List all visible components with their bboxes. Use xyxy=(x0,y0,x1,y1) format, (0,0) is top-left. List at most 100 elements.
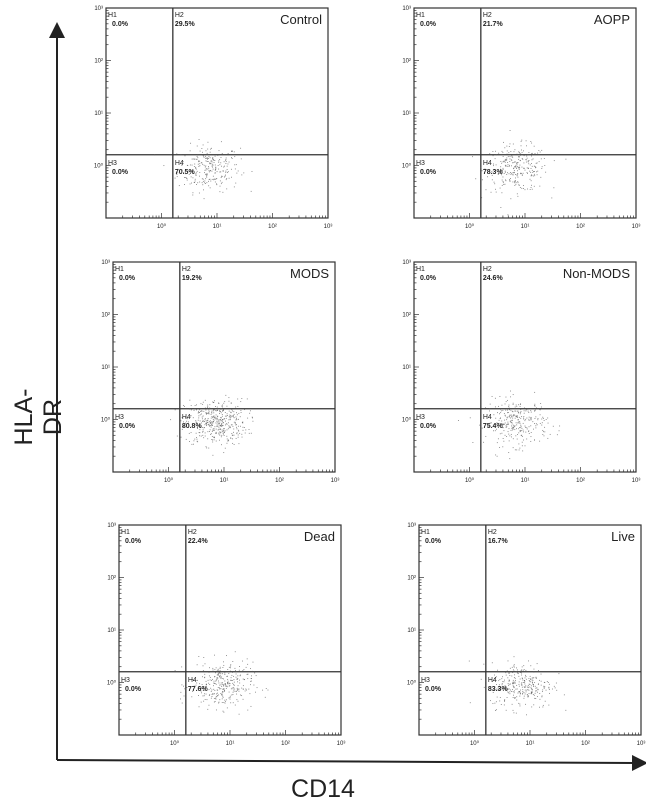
event-point xyxy=(203,198,205,200)
event-point xyxy=(526,173,528,174)
event-point xyxy=(202,421,204,422)
event-point xyxy=(516,193,518,195)
event-point xyxy=(475,178,477,180)
event-point xyxy=(206,447,208,449)
event-point xyxy=(518,702,520,704)
event-point xyxy=(243,427,245,428)
event-point xyxy=(219,180,221,182)
event-point xyxy=(222,431,224,432)
event-point xyxy=(539,408,541,410)
event-point xyxy=(521,166,523,168)
event-point xyxy=(519,692,521,694)
event-point xyxy=(509,180,511,181)
event-point xyxy=(213,688,215,690)
event-point xyxy=(213,410,214,412)
event-point xyxy=(181,163,183,165)
event-point xyxy=(511,425,512,427)
event-point xyxy=(211,165,213,167)
event-point xyxy=(206,425,208,427)
event-point xyxy=(519,160,521,162)
event-point xyxy=(517,410,519,412)
event-point xyxy=(530,425,532,427)
event-point xyxy=(215,680,217,682)
event-point xyxy=(520,427,522,429)
event-point xyxy=(518,691,520,693)
event-point xyxy=(542,417,544,419)
event-point xyxy=(548,689,550,691)
event-point xyxy=(495,710,496,712)
event-point xyxy=(516,684,518,686)
event-point xyxy=(221,175,223,177)
event-point xyxy=(503,681,505,683)
event-point xyxy=(520,683,522,685)
event-point xyxy=(203,700,205,702)
event-point xyxy=(469,702,471,704)
event-point xyxy=(206,152,208,154)
event-point xyxy=(515,712,517,714)
event-point xyxy=(233,434,235,436)
event-point xyxy=(216,425,218,427)
event-point xyxy=(504,415,506,417)
event-point xyxy=(525,703,527,705)
event-point xyxy=(542,434,544,435)
event-point xyxy=(230,664,232,666)
event-point xyxy=(495,454,497,456)
event-point xyxy=(522,172,524,174)
event-point xyxy=(205,183,206,185)
event-point xyxy=(505,674,507,676)
event-point xyxy=(528,683,530,685)
event-point xyxy=(525,669,527,671)
event-point xyxy=(224,412,226,414)
event-point xyxy=(511,675,513,677)
event-point xyxy=(228,427,230,429)
event-point xyxy=(522,150,524,152)
event-point xyxy=(509,691,511,693)
event-point xyxy=(511,666,513,668)
event-point xyxy=(181,416,183,418)
event-point xyxy=(502,446,504,448)
event-point xyxy=(500,170,502,172)
event-point xyxy=(518,155,520,157)
event-point xyxy=(199,432,201,434)
event-point xyxy=(529,675,531,677)
event-point xyxy=(198,160,200,162)
event-point xyxy=(512,709,514,711)
event-point xyxy=(523,439,524,441)
event-point xyxy=(529,164,531,166)
event-point xyxy=(509,172,511,173)
event-point xyxy=(533,165,535,167)
event-point xyxy=(512,697,514,698)
event-point xyxy=(215,168,217,170)
event-point xyxy=(192,691,194,692)
event-point xyxy=(501,688,503,690)
event-point xyxy=(203,421,205,423)
event-point xyxy=(241,436,243,438)
panel-title: AOPP xyxy=(594,12,630,27)
event-point xyxy=(267,689,269,691)
event-point xyxy=(512,669,514,671)
event-point xyxy=(530,436,532,438)
event-point xyxy=(515,174,516,175)
event-point xyxy=(527,696,529,698)
event-point xyxy=(529,680,531,682)
event-point xyxy=(200,410,202,412)
y-tick-label: 10⁰ xyxy=(402,163,412,170)
event-point xyxy=(198,412,200,414)
event-point xyxy=(506,153,508,155)
event-point xyxy=(541,418,543,420)
event-point xyxy=(202,431,204,432)
event-point xyxy=(544,431,546,433)
event-point xyxy=(205,173,207,175)
event-point xyxy=(218,701,220,703)
event-point xyxy=(222,690,223,692)
event-point xyxy=(210,422,212,424)
event-point xyxy=(547,682,549,683)
event-point xyxy=(495,701,497,703)
event-point xyxy=(226,165,228,167)
event-point xyxy=(189,408,191,410)
event-point xyxy=(517,412,519,414)
panel-title: Non-MODS xyxy=(563,266,631,281)
event-point xyxy=(185,173,187,175)
event-point xyxy=(221,406,223,408)
event-point xyxy=(504,160,506,162)
